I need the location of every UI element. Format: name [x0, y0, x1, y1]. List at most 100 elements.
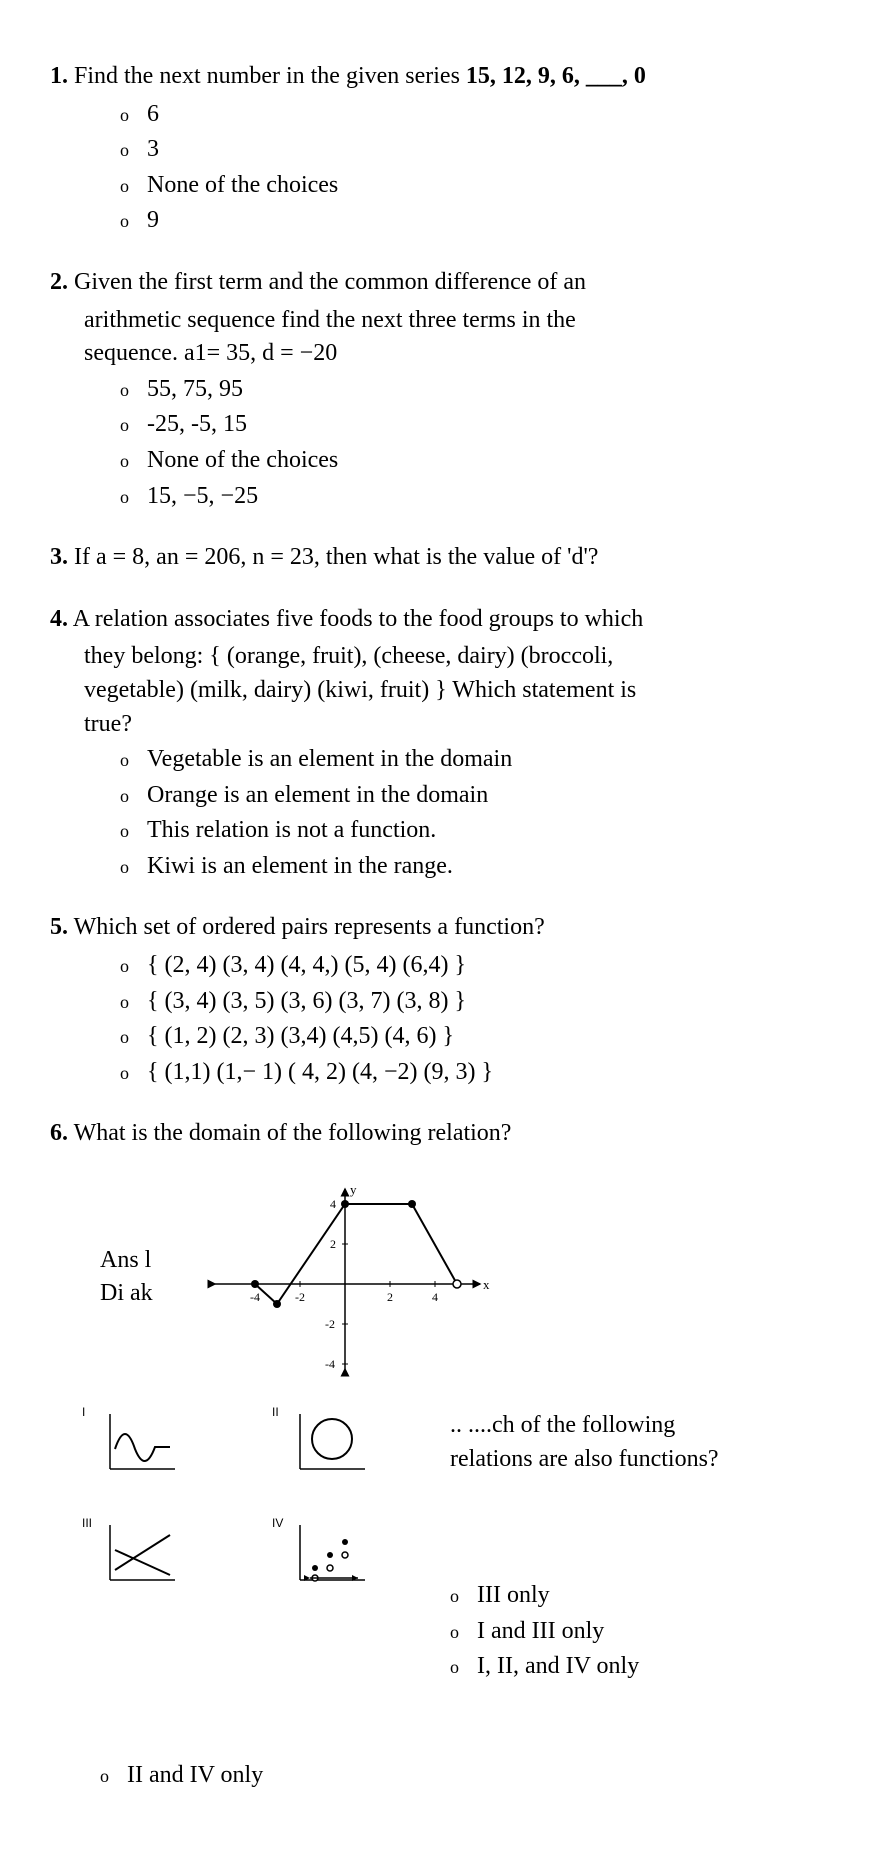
y-axis-label: y: [350, 1182, 357, 1197]
question-line: .. ....ch of the following: [450, 1409, 850, 1443]
option: o -25, -5, 15: [120, 408, 832, 442]
question-number: 2.: [50, 269, 68, 295]
question-number: 6.: [50, 1120, 68, 1146]
option: o I and III only: [450, 1615, 639, 1649]
question-line: relations are also functions?: [450, 1443, 850, 1477]
option: o Vegetable is an element in the domain: [120, 743, 832, 777]
bullet: o: [120, 103, 129, 128]
question-body: What is the domain of the following rela…: [74, 1120, 512, 1146]
coordinate-graph: -4 -2 2 4 2 4 -2 -4 x y: [200, 1179, 500, 1379]
question-6: 6. What is the domain of the following r…: [50, 1117, 832, 1151]
option: o II and IV only: [100, 1759, 832, 1793]
tick-label: -2: [295, 1290, 305, 1304]
bullet: o: [120, 174, 129, 199]
bullet: o: [450, 1620, 459, 1645]
option: oI, II, and IV only: [450, 1650, 639, 1684]
question-line: vegetable) (milk, dairy) (kiwi, fruit) }…: [84, 674, 832, 708]
mini-label: II: [272, 1404, 279, 1421]
bullet: o: [120, 138, 129, 163]
question-text: .. ....ch of the following relations are…: [450, 1409, 850, 1476]
option-text: None of the choices: [147, 444, 338, 478]
question-number: 5.: [50, 914, 68, 940]
option-text: { (3, 4) (3, 5) (3, 6) (3, 7) (3, 8) }: [147, 985, 466, 1019]
option: o { (2, 4) (3, 4) (4, 4,) (5, 4) (6,4) }: [120, 949, 832, 983]
question-text: 2. Given the first term and the common d…: [50, 266, 832, 300]
option: o6: [120, 98, 832, 132]
options-list: o{ (2, 4) (3, 4) (4, 4,) (5, 4) (6,4) } …: [120, 949, 832, 1089]
bullet: o: [120, 990, 129, 1015]
option-text: { (1, 2) (2, 3) (3,4) (4,5) (4, 6) }: [147, 1020, 454, 1054]
option: o Orange is an element in the domain: [120, 779, 832, 813]
options-list: o55, 75, 95 o-25, -5, 15 oNone of the ch…: [120, 373, 832, 513]
bullet: o: [120, 209, 129, 234]
mini-label: I: [82, 1404, 85, 1421]
question-series: 15, 12, 9, 6, ___, 0: [466, 63, 646, 89]
option-text: Orange is an element in the domain: [147, 779, 488, 813]
question-line: arithmetic sequence find the next three …: [84, 304, 832, 338]
bullet: o: [120, 485, 129, 510]
option-text: II and IV only: [127, 1759, 263, 1793]
question-7: .. ....ch of the following relations are…: [50, 1409, 832, 1729]
option-text: None of the choices: [147, 169, 338, 203]
question-2: 2. Given the first term and the common d…: [50, 266, 832, 513]
question-text: 5. Which set of ordered pairs represents…: [50, 911, 832, 945]
options-list: o6 o3 oNone of the choices o9: [120, 98, 832, 238]
ans-label: Ans l: [100, 1244, 151, 1278]
option: o { (3, 4) (3, 5) (3, 6) (3, 7) (3, 8) }: [120, 985, 832, 1019]
bullet: o: [120, 784, 129, 809]
bullet: o: [120, 413, 129, 438]
option-text: 6: [147, 98, 159, 132]
x-axis-label: x: [483, 1277, 490, 1292]
tick-label: 2: [387, 1290, 393, 1304]
option-text: { (1,1) (1,− 1) ( 4, 2) (4, −2) (9, 3) }: [147, 1056, 493, 1090]
question-line: true?: [84, 708, 832, 742]
option: o This relation is not a function.: [120, 814, 832, 848]
option-text: Vegetable is an element in the domain: [147, 743, 512, 777]
bullet: o: [120, 378, 129, 403]
tick-label: -4: [325, 1357, 335, 1371]
tick-label: 2: [330, 1237, 336, 1251]
question-body: Find the next number in the given series: [74, 63, 466, 89]
question-text: 4. A relation associates five foods to t…: [50, 603, 832, 637]
tick-label: 4: [432, 1290, 438, 1304]
option: o 15, −5, −25: [120, 480, 832, 514]
option-text: 3: [147, 133, 159, 167]
bullet: o: [120, 819, 129, 844]
option: o None of the choices: [120, 169, 832, 203]
option-text: 15, −5, −25: [147, 480, 258, 514]
di-label: Di ak: [100, 1277, 153, 1311]
option-text: I and III only: [477, 1615, 604, 1649]
option: oIII only: [450, 1579, 639, 1613]
option-text: Kiwi is an element in the range.: [147, 850, 453, 884]
option: o Kiwi is an element in the range.: [120, 850, 832, 884]
mini-label: IV: [272, 1515, 283, 1532]
graph-section: Ans l Di ak -4 -2 2 4 2 4 -2 -4 x y: [50, 1179, 832, 1379]
mini-graph-3: III: [100, 1520, 180, 1601]
option: o { (1,1) (1,− 1) ( 4, 2) (4, −2) (9, 3) …: [120, 1056, 832, 1090]
bullet: o: [120, 1061, 129, 1086]
bullet: o: [120, 855, 129, 880]
tick-label: -2: [325, 1317, 335, 1331]
option: oNone of the choices: [120, 444, 832, 478]
question-line: Given the first term and the common diff…: [74, 269, 586, 295]
question-body: If a = 8, an = 206, n = 23, then what is…: [74, 544, 598, 570]
bullet: o: [120, 748, 129, 773]
question-number: 4.: [50, 606, 68, 632]
bullet: o: [100, 1764, 109, 1789]
option: o 55, 75, 95: [120, 373, 832, 407]
option-text: -25, -5, 15: [147, 408, 247, 442]
question-line: they belong: { (orange, fruit), (cheese,…: [84, 640, 832, 674]
question-1: 1. Find the next number in the given ser…: [50, 60, 832, 238]
question-text: 6. What is the domain of the following r…: [50, 1117, 832, 1151]
bullet: o: [120, 1025, 129, 1050]
tick-label: 4: [330, 1197, 336, 1211]
option-text: { (2, 4) (3, 4) (4, 4,) (5, 4) (6,4) }: [147, 949, 466, 983]
question-4: 4. A relation associates five foods to t…: [50, 603, 832, 884]
mini-label: III: [82, 1515, 92, 1532]
bullet: o: [120, 954, 129, 979]
bullet: o: [450, 1584, 459, 1609]
option-text: This relation is not a function.: [147, 814, 436, 848]
question-number: 3.: [50, 544, 68, 570]
question-line: A relation associates five foods to the …: [73, 606, 644, 632]
option-text: 55, 75, 95: [147, 373, 243, 407]
